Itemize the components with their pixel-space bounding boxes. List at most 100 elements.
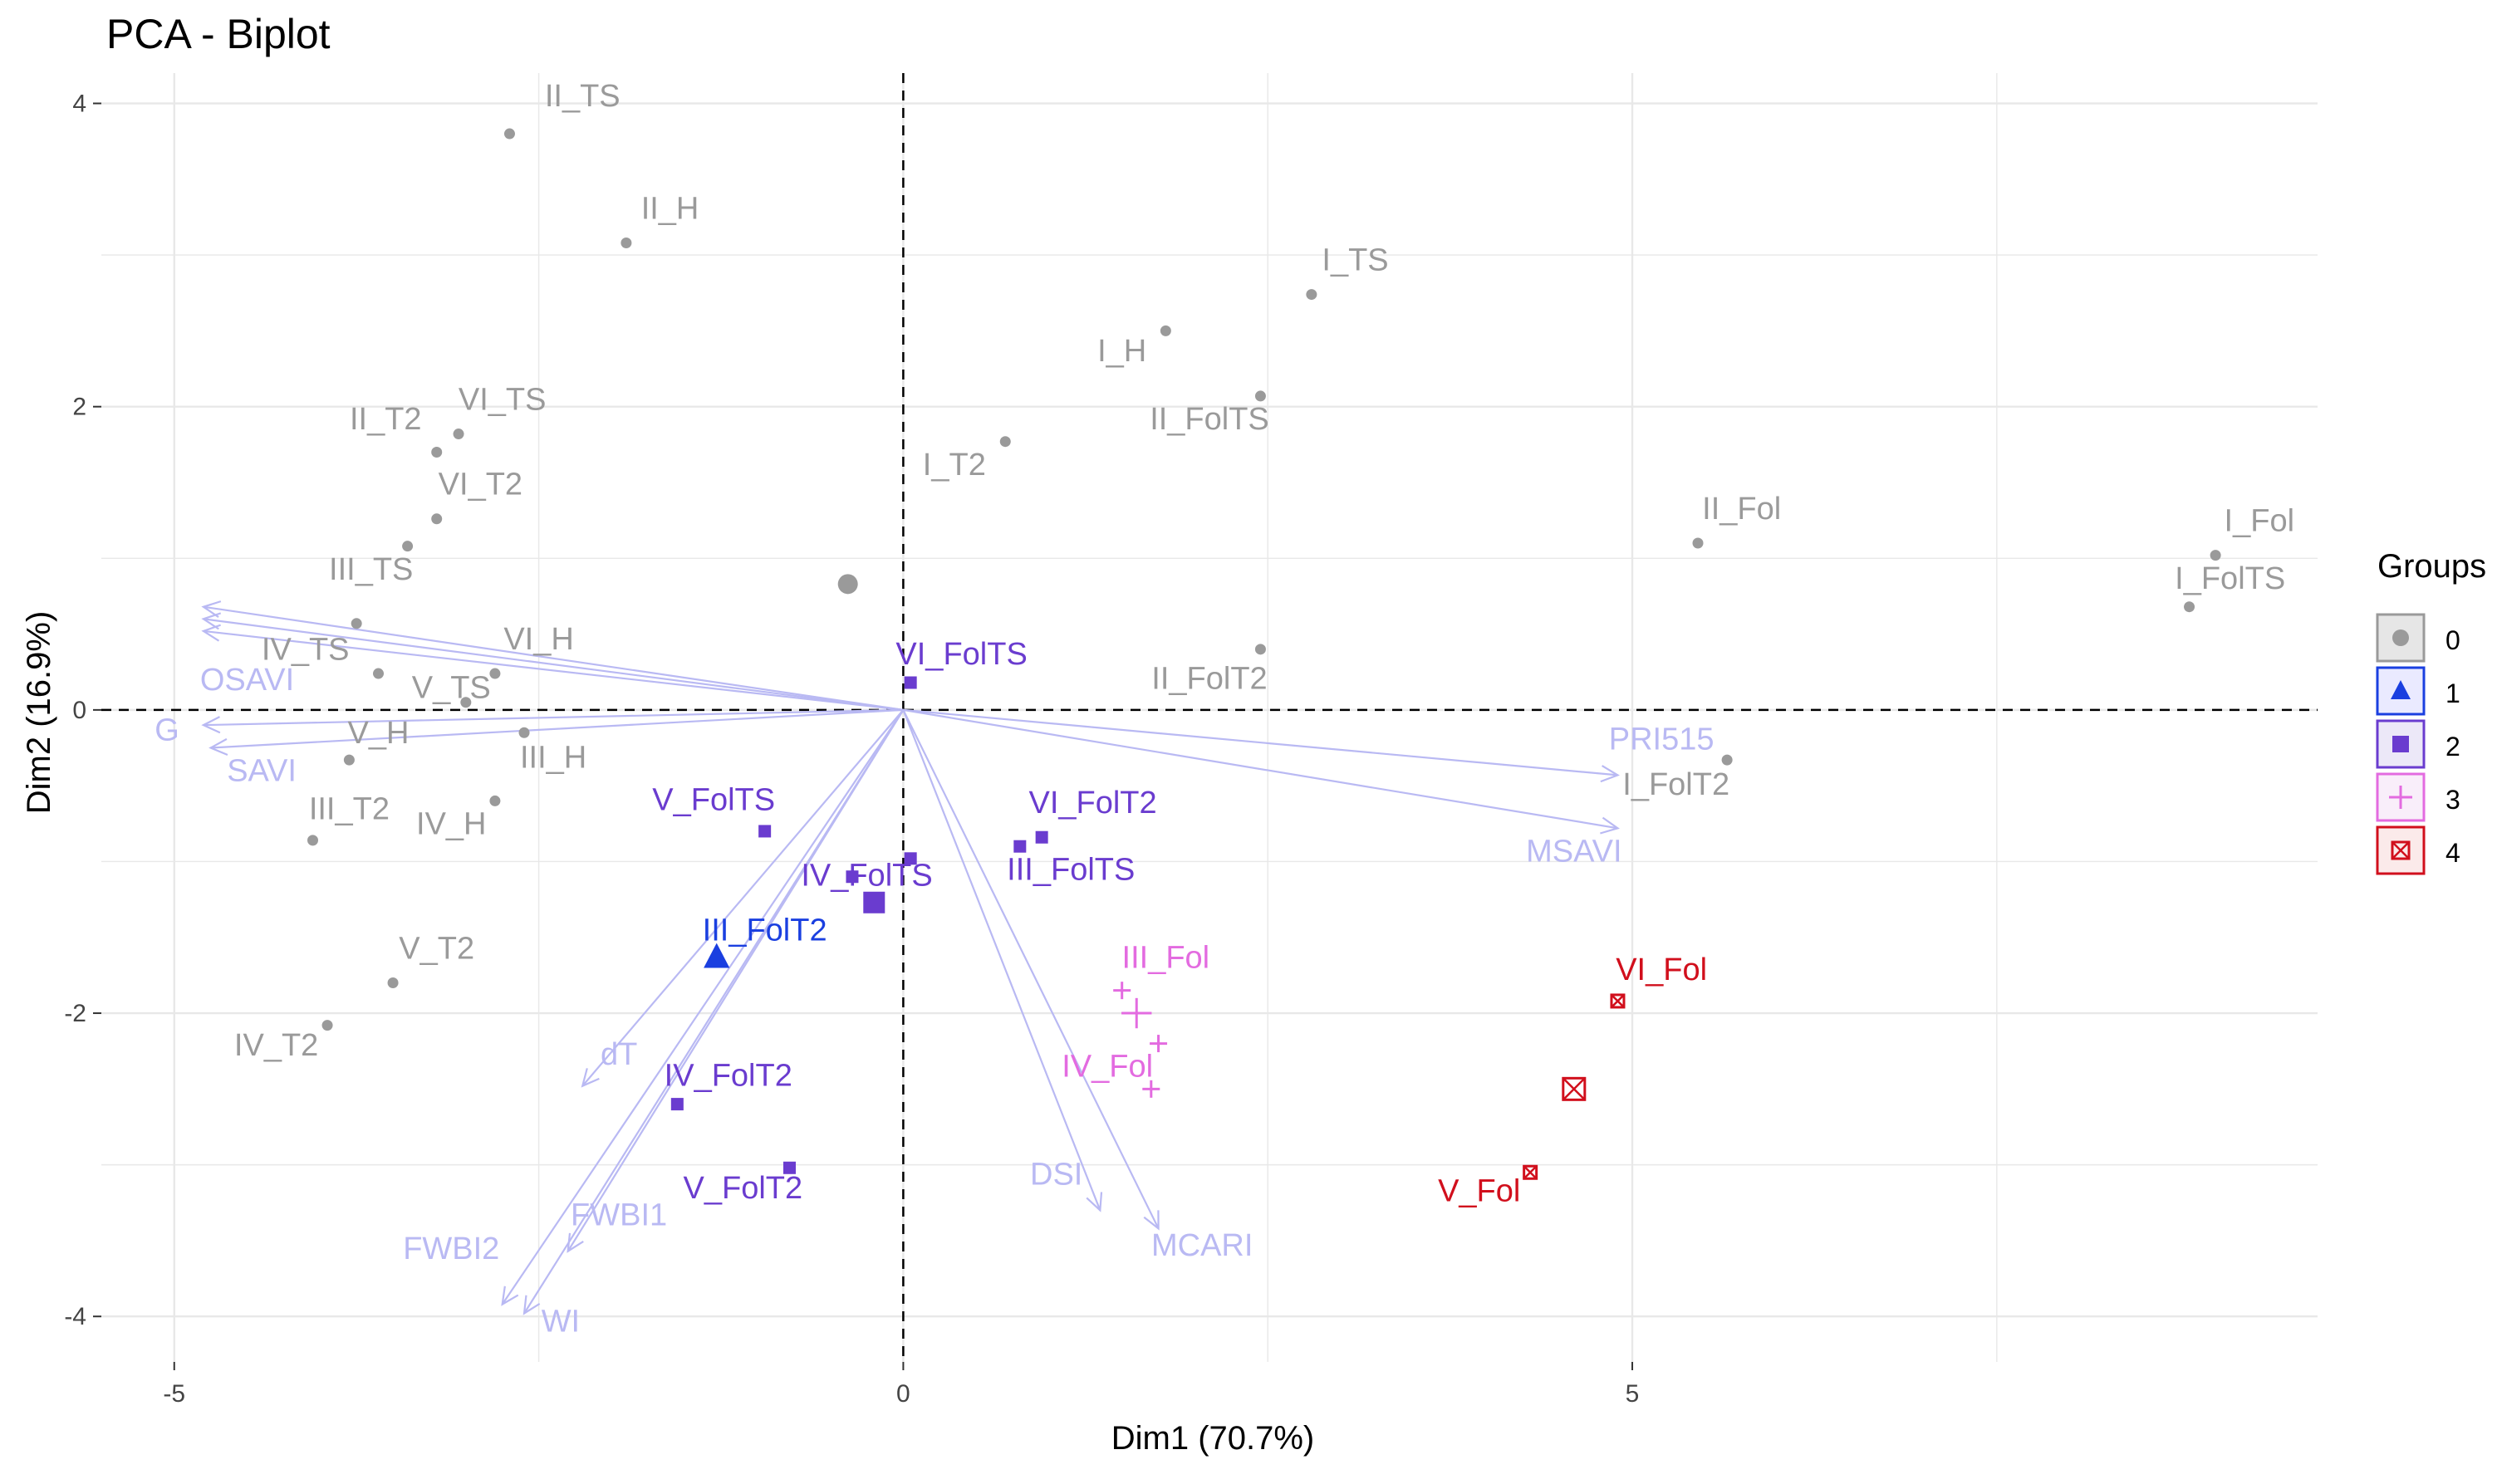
point-label: VI_Fol: [1616, 953, 1707, 987]
variable-arrow: [903, 708, 1618, 776]
data-point: [489, 668, 501, 679]
legend-swatch: [2389, 786, 2412, 809]
point-label: II_H: [641, 191, 699, 226]
data-point: [307, 835, 319, 846]
legend-label: 3: [2445, 785, 2460, 815]
legend-label: 2: [2445, 732, 2460, 762]
data-point: [1035, 830, 1048, 844]
data-point: [343, 754, 355, 766]
x-tick-label: 5: [1626, 1380, 1640, 1408]
variable-arrows: OSAVI G SAVI PRI515 MSAVI dT FWBI2 FWBI1 WI DSI MC…: [155, 600, 1715, 1339]
variable-label: OSAVI: [200, 663, 294, 698]
legend-label: 4: [2445, 838, 2460, 868]
point-label: V_TS: [412, 670, 491, 705]
data-point: [670, 1098, 684, 1111]
group-centroid: [1121, 997, 1152, 1029]
point-label: V_Fol: [1438, 1173, 1520, 1208]
point-label: VI_FolT2: [1028, 786, 1156, 820]
legend-label: 0: [2445, 625, 2460, 655]
group-centroid: [1562, 1076, 1587, 1101]
point-label: V_FolT2: [684, 1171, 803, 1206]
data-point: [1306, 289, 1317, 301]
data-point: [1013, 840, 1027, 853]
variable-arrow-head: [1143, 1210, 1160, 1231]
data-point: [904, 852, 917, 865]
legend-label: 1: [2445, 678, 2460, 708]
variable-label: WI: [542, 1304, 580, 1339]
legend-key: [2376, 613, 2426, 663]
data-point: [1610, 993, 1626, 1009]
variable-arrow: [581, 709, 905, 1087]
point-label: II_T2: [350, 402, 422, 437]
data-point: [1113, 982, 1131, 1000]
data-point: [1254, 390, 1266, 402]
data-point: [460, 697, 472, 708]
group-centroid: [704, 943, 730, 968]
group-centroids: [704, 574, 1587, 1101]
y-tick-label: 4: [72, 91, 86, 118]
data-point: [2184, 601, 2195, 613]
observation-points: [307, 128, 2221, 1180]
variable-label: FWBI2: [403, 1232, 499, 1266]
variable-label: MSAVI: [1526, 834, 1621, 869]
variable-arrow-head: [501, 1286, 519, 1306]
point-label: VI_H: [503, 622, 573, 657]
data-point: [1150, 1035, 1168, 1053]
point-label: IV_FolT2: [665, 1059, 792, 1094]
y-tick-label: -4: [64, 1303, 86, 1330]
variable-arrow-head: [581, 1068, 600, 1088]
point-label: V_FolTS: [652, 782, 775, 817]
data-point: [999, 436, 1011, 448]
point-label: II_FolTS: [1150, 402, 1269, 437]
x-tick-label: -5: [163, 1380, 185, 1408]
data-point: [1254, 644, 1266, 655]
variable-arrow: [210, 708, 904, 749]
point-label: II_Fol: [1702, 492, 1781, 527]
variable-arrow-head: [522, 1295, 541, 1315]
legend-swatch: [2392, 736, 2409, 752]
data-point: [904, 676, 917, 689]
point-label: II_TS: [545, 79, 621, 114]
point-label: III_Fol: [1122, 940, 1210, 975]
variable-arrow-head: [201, 716, 221, 734]
variable-arrow: [203, 605, 904, 711]
variable-arrow-head: [1600, 765, 1620, 783]
point-label: I_Fol: [2225, 503, 2294, 538]
group-centroid: [863, 891, 885, 913]
point-label: IV_H: [416, 807, 486, 842]
data-point: [846, 870, 859, 884]
variable-arrow: [523, 709, 905, 1315]
data-point: [1142, 1080, 1160, 1098]
data-point: [1721, 754, 1733, 766]
y-tick-label: -2: [64, 1000, 86, 1027]
point-label: III_H: [520, 740, 586, 775]
variable-label: PRI515: [1609, 722, 1715, 757]
point-label: V_T2: [399, 931, 474, 966]
point-label: V_H: [348, 716, 410, 751]
point-label: VI_FolTS: [895, 637, 1027, 672]
data-point: [1523, 1164, 1538, 1180]
chart-title: PCA - Biplot: [106, 11, 331, 57]
data-point: [2210, 550, 2221, 561]
variable-label: dT: [601, 1037, 637, 1072]
variable-arrow-head: [1086, 1192, 1103, 1212]
data-point: [1160, 325, 1171, 336]
point-label: III_FolT2: [703, 913, 827, 948]
data-point: [431, 446, 443, 458]
point-label: IV_Fol: [1062, 1050, 1153, 1085]
variable-arrow: [902, 709, 1101, 1211]
variable-arrow: [203, 629, 904, 711]
point-label: II_FolT2: [1151, 661, 1267, 696]
point-label: I_T2: [923, 448, 986, 482]
data-point: [431, 513, 443, 525]
data-point: [782, 1161, 796, 1174]
variable-arrow: [902, 709, 1160, 1229]
variable-label: G: [155, 713, 179, 747]
point-label: IV_FolTS: [801, 859, 932, 894]
point-label: IV_T2: [234, 1028, 318, 1063]
variable-arrow: [203, 618, 904, 711]
point-label: I_FolT2: [1622, 767, 1729, 802]
point-label: I_TS: [1322, 242, 1388, 277]
point-label: VI_TS: [459, 382, 547, 417]
x-tick-label: 0: [896, 1380, 910, 1408]
